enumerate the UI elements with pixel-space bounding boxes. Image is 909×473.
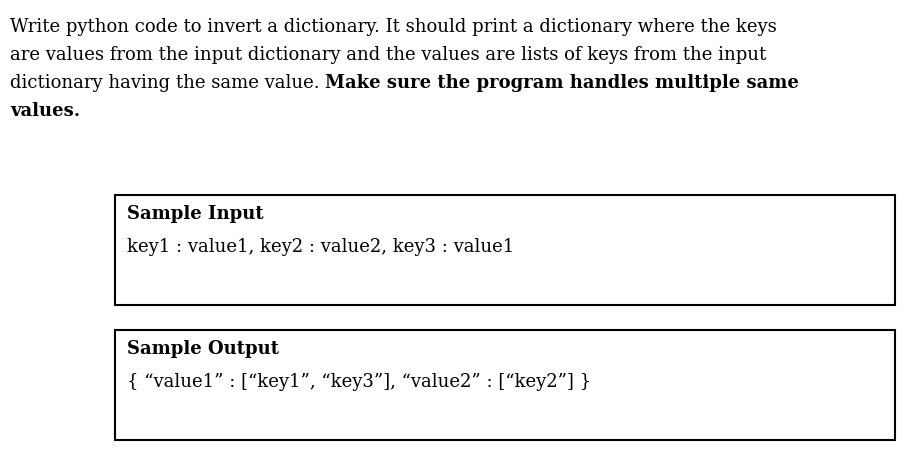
Text: Make sure the program handles multiple same: Make sure the program handles multiple s… — [325, 74, 799, 92]
Bar — [115, 195, 895, 305]
Text: values.: values. — [10, 102, 80, 120]
Bar — [115, 330, 895, 440]
Text: Sample Input: Sample Input — [127, 205, 264, 223]
Text: Write python code to invert a dictionary. It should print a dictionary where the: Write python code to invert a dictionary… — [10, 18, 777, 36]
Text: { “value1” : [“key1”, “key3”], “value2” : [“key2”] }: { “value1” : [“key1”, “key3”], “value2” … — [127, 373, 591, 391]
Text: are values from the input dictionary and the values are lists of keys from the i: are values from the input dictionary and… — [10, 46, 766, 64]
Text: dictionary having the same value.: dictionary having the same value. — [10, 74, 325, 92]
Text: key1 : value1, key2 : value2, key3 : value1: key1 : value1, key2 : value2, key3 : val… — [127, 238, 514, 256]
Text: Sample Output: Sample Output — [127, 340, 279, 358]
